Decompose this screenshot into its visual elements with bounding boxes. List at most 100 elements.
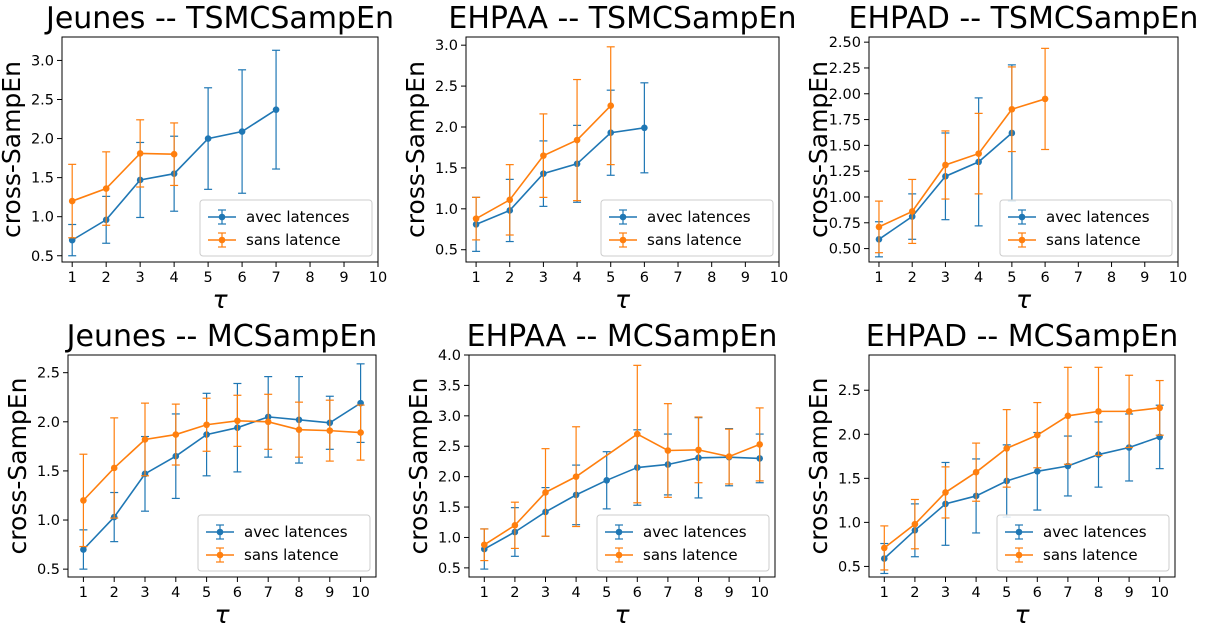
x-tick-label: 9 xyxy=(741,270,750,286)
y-tick-label: 1.50 xyxy=(829,138,861,154)
legend-label: sans latence xyxy=(643,546,738,564)
y-tick-label: 1.0 xyxy=(31,210,54,226)
data-point xyxy=(170,150,178,158)
x-axis-label: τ xyxy=(1016,285,1032,314)
x-tick-label: 9 xyxy=(325,585,334,601)
x-tick-label: 2 xyxy=(510,585,519,601)
y-tick-label: 1.5 xyxy=(435,161,458,177)
series-line xyxy=(82,420,361,501)
x-tick-label: 2 xyxy=(908,270,917,286)
data-point xyxy=(68,197,76,205)
legend-box xyxy=(996,514,1170,572)
y-tick-label: 2.0 xyxy=(31,132,54,148)
x-tick-label: 1 xyxy=(874,270,883,286)
y-axis-label: cross-SampEn xyxy=(804,61,833,238)
x-tick-label: 7 xyxy=(1063,585,1072,601)
x-tick-label: 1 xyxy=(480,585,489,601)
x-tick-label: 3 xyxy=(140,585,149,601)
x-tick-label: 5 xyxy=(1002,585,1011,601)
x-tick-label: 10 xyxy=(1169,270,1187,286)
x-tick-label: 6 xyxy=(233,585,242,601)
legend-label: avec latences xyxy=(1046,208,1150,226)
data-point xyxy=(511,522,519,529)
legend-label: avec latences xyxy=(643,523,747,541)
data-point xyxy=(110,464,118,472)
y-tick-label: 0.75 xyxy=(829,216,861,232)
plot-frame xyxy=(868,354,1176,578)
chart-panel-4: Jeunes -- MCSampEn 1 2 3 4 5 6 7 8 9 10 0.5 1.0 1.5 2.… xyxy=(3,319,377,623)
legend-marker xyxy=(218,213,226,221)
x-tick-label: 10 xyxy=(351,585,369,601)
y-tick-label: 3.0 xyxy=(438,409,461,425)
legend-label: sans latence xyxy=(1043,546,1138,564)
y-tick-label: 3.0 xyxy=(31,53,54,69)
y-tick-label: 1.0 xyxy=(37,513,60,529)
chart-panel-3: EHPAD -- TSMCSampEn 1 2 3 4 5 6 7 8 9 10 0.50 0.75 1.… xyxy=(804,1,1198,314)
y-tick-label: 2.25 xyxy=(829,61,861,77)
y-tick-label: 2.5 xyxy=(838,383,861,399)
x-tick-label: 3 xyxy=(941,585,950,601)
data-point xyxy=(695,446,702,454)
legend-marker xyxy=(615,528,623,536)
data-point xyxy=(1041,95,1049,103)
legend-label: sans latence xyxy=(1046,231,1141,249)
x-tick-label: 3 xyxy=(941,270,950,286)
x-tick-label: 6 xyxy=(1040,270,1049,286)
x-tick-label: 4 xyxy=(170,270,179,286)
data-point xyxy=(942,161,949,169)
y-tick-label: 2.0 xyxy=(37,415,60,431)
series-line xyxy=(883,407,1160,549)
plot-frame xyxy=(468,354,776,578)
legend-box xyxy=(596,514,770,572)
data-point xyxy=(264,418,272,426)
legend-box xyxy=(199,199,373,257)
legend-marker xyxy=(1015,551,1023,559)
data-point xyxy=(641,124,648,132)
y-axis-label: cross-SampEn xyxy=(404,378,433,555)
series-sans-latence xyxy=(68,119,179,239)
data-point xyxy=(664,447,672,454)
y-tick-label: 2.0 xyxy=(438,470,461,486)
y-tick-label: 1.5 xyxy=(31,171,54,187)
data-point xyxy=(603,476,610,484)
legend-label: sans latence xyxy=(244,546,339,564)
y-tick-label: 2.5 xyxy=(435,79,458,95)
data-point xyxy=(573,136,581,144)
data-point xyxy=(141,436,149,443)
data-point xyxy=(472,215,480,222)
legend-marker xyxy=(1018,213,1026,221)
x-tick-label: 9 xyxy=(1124,585,1133,601)
data-point xyxy=(756,441,763,448)
y-tick-label: 2.5 xyxy=(31,93,54,109)
series-line xyxy=(483,456,760,550)
data-point xyxy=(272,106,280,113)
chart-panel-2: EHPAA -- TSMCSampEn 1 2 3 4 5 6 7 8 9 10 0.5 1.0 1.5 2… xyxy=(401,1,797,314)
x-tick-label: 2 xyxy=(110,585,119,601)
y-tick-label: 1.00 xyxy=(829,190,861,206)
chart-title: EHPAD -- MCSampEn xyxy=(866,319,1179,354)
plot-frame xyxy=(868,36,1179,263)
x-tick-label: 7 xyxy=(264,585,273,601)
y-tick-label: 1.5 xyxy=(37,464,60,480)
y-tick-label: 1.0 xyxy=(438,530,461,546)
y-tick-label: 2.5 xyxy=(37,366,60,382)
y-axis-label: cross-SampEn xyxy=(401,61,430,238)
data-point xyxy=(942,489,949,496)
y-tick-label: 4.0 xyxy=(438,348,461,364)
x-tick-label: 7 xyxy=(1074,270,1083,286)
legend-marker xyxy=(1015,528,1023,536)
data-point xyxy=(357,429,364,436)
data-point xyxy=(908,208,916,215)
legend-box xyxy=(197,514,371,572)
legend: avec latences sans latence xyxy=(600,199,774,257)
x-tick-label: 10 xyxy=(1150,585,1168,601)
data-point xyxy=(1008,105,1016,113)
x-tick-label: 1 xyxy=(79,585,88,601)
x-axis-label: τ xyxy=(1014,600,1030,623)
data-point xyxy=(911,520,919,528)
x-tick-label: 2 xyxy=(910,585,919,601)
y-tick-label: 0.5 xyxy=(435,243,458,259)
legend: avec latences sans latence xyxy=(596,514,770,572)
data-point xyxy=(881,544,888,552)
